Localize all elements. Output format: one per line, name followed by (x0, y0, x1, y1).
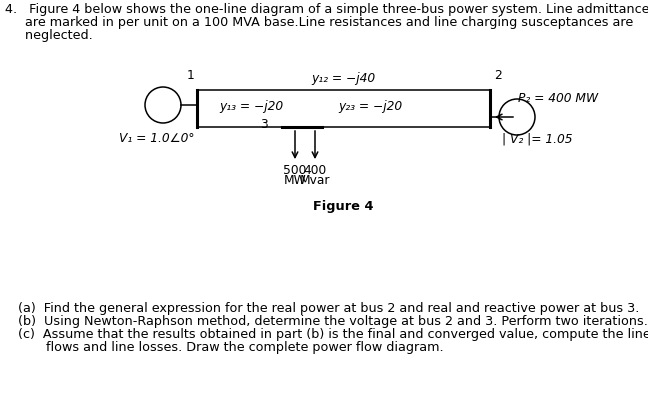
Text: 4.   Figure 4 below shows the one-line diagram of a simple three-bus power syste: 4. Figure 4 below shows the one-line dia… (5, 3, 648, 16)
Text: 400: 400 (303, 164, 327, 177)
Text: Figure 4: Figure 4 (313, 200, 374, 213)
Text: y₂₃ = −j20: y₂₃ = −j20 (338, 100, 402, 113)
Text: P₂ = 400 MW: P₂ = 400 MW (518, 92, 598, 105)
Text: neglected.: neglected. (5, 29, 93, 42)
Text: (c)  Assume that the results obtained in part (b) is the final and converged val: (c) Assume that the results obtained in … (18, 328, 648, 341)
Text: are marked in per unit on a 100 MVA base.Line resistances and line charging susc: are marked in per unit on a 100 MVA base… (5, 16, 633, 29)
Text: 3: 3 (260, 118, 268, 132)
Text: 500: 500 (283, 164, 307, 177)
Text: V₁ = 1.0∠0°: V₁ = 1.0∠0° (119, 132, 194, 145)
Text: flows and line losses. Draw the complete power flow diagram.: flows and line losses. Draw the complete… (18, 341, 444, 354)
Text: | V₂ |= 1.05: | V₂ |= 1.05 (502, 132, 572, 145)
Text: 2: 2 (494, 69, 502, 82)
Text: y₁₂ = −j40: y₁₂ = −j40 (312, 72, 376, 85)
Text: MW: MW (284, 174, 307, 187)
Text: 1: 1 (186, 69, 194, 82)
Text: (a)  Find the general expression for the real power at bus 2 and real and reacti: (a) Find the general expression for the … (18, 302, 640, 315)
Text: y₁₃ = −j20: y₁₃ = −j20 (219, 100, 283, 113)
Text: Mvar: Mvar (300, 174, 330, 187)
Text: (b)  Using Newton-Raphson method, determine the voltage at bus 2 and 3. Perform : (b) Using Newton-Raphson method, determi… (18, 315, 648, 328)
